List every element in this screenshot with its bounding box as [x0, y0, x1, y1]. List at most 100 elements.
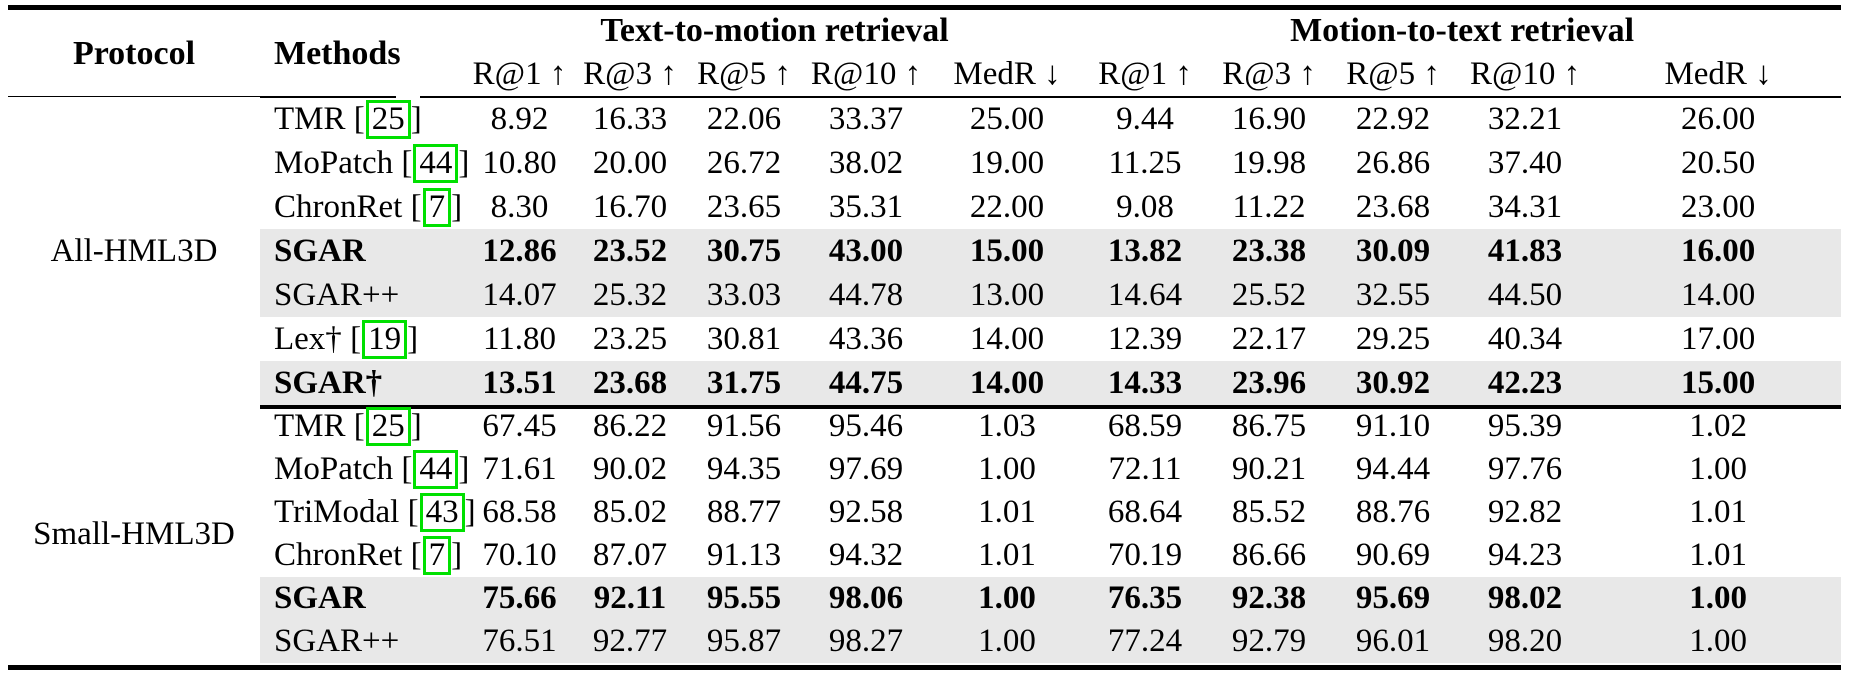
metric-value: 68.59 — [1107, 408, 1183, 444]
table-row: MoPatch [44] 10.80 20.00 26.72 38.02 19.00 11.… — [8, 141, 1841, 185]
method-name: ChronRet — [274, 188, 403, 225]
metric-value: 95.87 — [687, 620, 801, 663]
metric-header: R@3 ↑ — [583, 55, 677, 92]
metric-value: 20.00 — [592, 144, 668, 181]
method-name: TMR — [274, 408, 346, 444]
metric-value: 95.46 — [828, 408, 904, 444]
metric-value: 67.45 — [482, 408, 557, 444]
metric-value: 1.00 — [931, 577, 1084, 620]
citation-link[interactable]: 25 — [365, 99, 411, 139]
metric-value: 97.69 — [828, 451, 904, 487]
metric-value: 17.00 — [1680, 320, 1756, 357]
metric-value: 1.00 — [978, 451, 1036, 487]
metric-value: 98.20 — [1455, 620, 1596, 663]
method-cell: SGAR++ — [260, 620, 466, 663]
metric-value: 23.68 — [573, 361, 687, 405]
metric-value: 95.39 — [1487, 408, 1563, 444]
method-name: MoPatch — [274, 451, 394, 487]
citation-link[interactable]: 43 — [419, 493, 465, 532]
table-row: SGAR 12.86 23.52 30.75 43.00 15.00 13.82 23.38 3… — [8, 229, 1842, 273]
method-name: Lex† — [274, 320, 342, 357]
metric-value: 98.06 — [801, 577, 931, 620]
method-cell: SGAR++ — [260, 273, 466, 317]
metric-value: 20.50 — [1680, 144, 1756, 181]
citation-link[interactable]: 7 — [422, 536, 452, 575]
metric-value: 16.90 — [1231, 100, 1307, 137]
metric-value: 92.77 — [573, 620, 687, 663]
metric-value: 72.11 — [1108, 451, 1182, 487]
method-cell: ChronRet [7] — [274, 536, 463, 575]
method-cell: Lex† [19] — [274, 319, 419, 359]
metric-value: 86.22 — [592, 408, 668, 444]
metric-value: 71.61 — [482, 451, 557, 487]
metric-value: 34.31 — [1487, 188, 1563, 225]
metric-value: 23.96 — [1207, 361, 1332, 405]
metric-value: 16.33 — [592, 100, 668, 137]
metric-value: 25.52 — [1207, 273, 1332, 317]
metric-value: 30.81 — [706, 320, 782, 357]
citation-link[interactable]: 44 — [413, 143, 459, 183]
metric-value: 9.08 — [1116, 188, 1174, 225]
metric-value: 85.02 — [592, 494, 668, 530]
metric-value: 86.66 — [1231, 537, 1307, 573]
metric-value: 23.52 — [573, 229, 687, 273]
method-name: SGAR† — [274, 364, 383, 401]
metric-value: 90.02 — [592, 451, 668, 487]
metric-value: 30.09 — [1331, 229, 1456, 273]
citation-link[interactable]: 44 — [413, 450, 459, 489]
metric-value: 70.19 — [1107, 537, 1183, 573]
metric-value: 94.44 — [1355, 451, 1431, 487]
metric-value: 15.00 — [1595, 361, 1842, 405]
metric-header: MedR ↓ — [953, 55, 1061, 92]
metric-value: 1.00 — [1595, 577, 1842, 620]
metric-value: 91.56 — [706, 408, 782, 444]
metric-value: 38.02 — [828, 144, 904, 181]
metric-value: 1.01 — [1689, 494, 1747, 530]
metric-value: 19.00 — [969, 144, 1045, 181]
method-cell: MoPatch [44] — [274, 143, 470, 183]
method-cell: TMR [25] — [274, 407, 422, 446]
metric-header: R@5 ↑ — [1346, 55, 1440, 92]
metric-value: 16.70 — [592, 188, 668, 225]
metric-value: 1.01 — [978, 494, 1036, 530]
metric-value: 25.32 — [573, 273, 687, 317]
group-header-row: Protocol Methods Text-to-motion retrieva… — [8, 11, 1841, 72]
metric-value: 13.51 — [466, 361, 573, 405]
metric-value: 68.64 — [1107, 494, 1183, 530]
metric-value: 94.23 — [1487, 537, 1563, 573]
table-row: TriModal [43] 68.58 85.02 88.77 92.58 1.01 68.… — [8, 491, 1841, 534]
metric-value: 44.75 — [801, 361, 931, 405]
method-cell: MoPatch [44] — [274, 450, 470, 489]
table-row: SGAR++ 14.07 25.32 33.03 44.78 13.00 14.64 25.5… — [8, 273, 1842, 317]
metric-value: 13.00 — [931, 273, 1084, 317]
citation-link[interactable]: 7 — [422, 187, 452, 227]
metric-value: 9.44 — [1116, 100, 1174, 137]
table-row: Lex† [19] 11.80 23.25 30.81 43.36 14.00 12.39 2… — [8, 317, 1841, 361]
metric-value: 85.52 — [1231, 494, 1307, 530]
metric-value: 8.30 — [490, 188, 549, 225]
protocol-column-header: Protocol — [72, 35, 196, 72]
metric-value: 40.34 — [1487, 320, 1563, 357]
metric-value: 22.00 — [969, 188, 1045, 225]
method-name: SGAR++ — [274, 623, 400, 659]
metric-value: 95.55 — [687, 577, 801, 620]
metric-value: 8.92 — [490, 100, 549, 137]
metric-value: 23.25 — [592, 320, 668, 357]
metric-value: 30.75 — [687, 229, 801, 273]
metric-header: R@1 ↑ — [1098, 55, 1192, 92]
metric-value: 1.02 — [1689, 408, 1747, 444]
metric-value: 92.38 — [1207, 577, 1332, 620]
metric-value: 23.68 — [1355, 188, 1431, 225]
metric-value: 23.00 — [1680, 188, 1756, 225]
method-name: MoPatch — [274, 144, 394, 181]
metric-value: 1.00 — [1595, 620, 1842, 663]
citation-link[interactable]: 19 — [362, 319, 408, 359]
method-cell: SGAR — [260, 229, 466, 273]
table-row: All-HML3D TMR [25] 8.92 16.33 22.06 33.37 25.0… — [8, 97, 1841, 405]
method-name: ChronRet — [274, 537, 403, 573]
metric-value: 15.00 — [931, 229, 1084, 273]
metric-value: 10.80 — [482, 144, 557, 181]
citation-link[interactable]: 25 — [365, 407, 411, 446]
metric-value: 95.69 — [1331, 577, 1456, 620]
